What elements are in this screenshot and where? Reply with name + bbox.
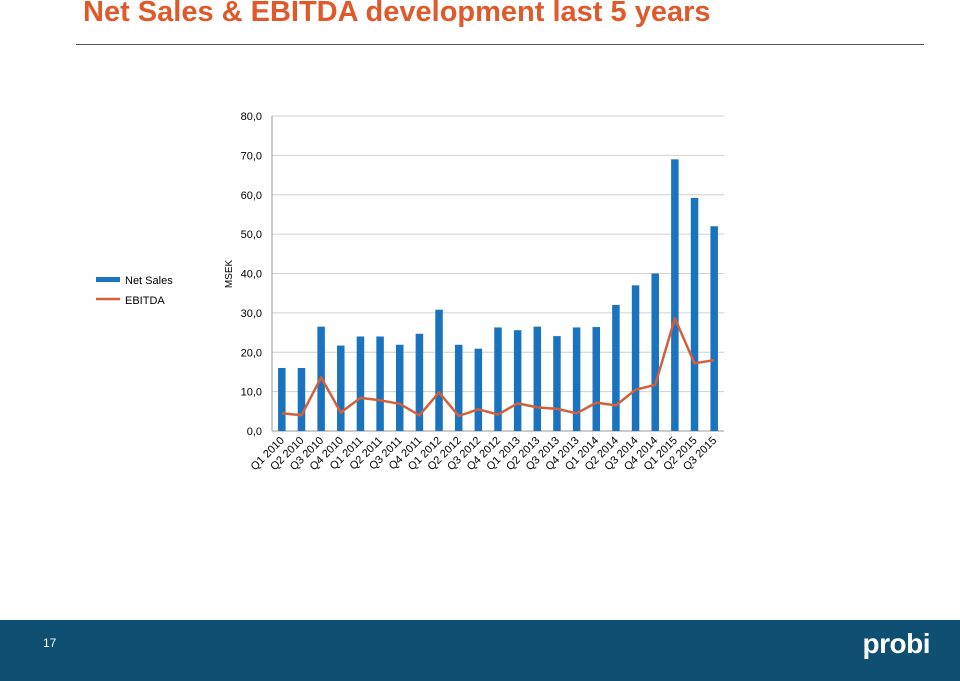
legend-net-sales-label: Net Sales (125, 275, 173, 287)
net-sales-bar (690, 197, 699, 431)
y-tick-label: 80,0 (241, 111, 262, 123)
y-tick-label: 0,0 (247, 426, 262, 438)
net-sales-bar (572, 327, 581, 431)
probi-logo: probi (862, 628, 931, 659)
page-title: Net Sales & EBITDA development last 5 ye… (83, 0, 711, 28)
legend: Net Sales EBITDA (96, 275, 173, 307)
net-sales-bar (612, 305, 620, 431)
title-divider (76, 44, 924, 45)
net-sales-bar (278, 368, 286, 431)
y-tick-label: 60,0 (241, 190, 262, 202)
page-number: 17 (43, 636, 57, 650)
net-sales-bar (533, 326, 542, 431)
net-sales-bar (494, 327, 502, 431)
net-sales-bar (671, 159, 679, 431)
y-tick-label: 10,0 (241, 387, 262, 399)
net-sales-bar (415, 333, 424, 431)
net-sales-bar (337, 345, 345, 431)
net-sales-bar (435, 309, 443, 431)
net-sales-bar (651, 273, 659, 431)
y-tick-label: 70,0 (241, 150, 262, 162)
net-sales-bar (710, 226, 718, 431)
y-axis-label: MSEK (224, 260, 235, 289)
net-sales-bars (278, 159, 718, 431)
net-sales-bar (474, 348, 483, 431)
net-sales-bar (592, 327, 601, 431)
net-sales-bar (297, 368, 306, 431)
legend-ebitda-label: EBITDA (125, 295, 165, 307)
net-sales-bar (513, 330, 522, 431)
legend-net-sales-swatch (96, 277, 120, 282)
net-sales-bar (395, 344, 404, 431)
footer-bar: 17 probi (0, 620, 960, 681)
net-sales-bar (553, 336, 561, 431)
y-tick-label: 50,0 (241, 229, 262, 241)
ebitda-line (281, 317, 715, 418)
net-sales-ebitda-chart: 0,0 10,0 20,0 30,0 40,0 50,0 60,0 70,0 80,0 Q1 2… (96, 111, 724, 473)
net-sales-bar (376, 336, 384, 431)
y-tick-label: 40,0 (241, 269, 262, 281)
net-sales-bar (631, 285, 640, 431)
net-sales-bar (454, 344, 463, 431)
y-tick-labels: 0,0 10,0 20,0 30,0 40,0 50,0 60,0 70,0 80,0 (241, 111, 262, 438)
net-sales-bar (356, 336, 365, 431)
ebitda-series-line (281, 317, 715, 418)
y-tick-label: 20,0 (241, 347, 262, 359)
y-tick-label: 30,0 (241, 308, 262, 320)
